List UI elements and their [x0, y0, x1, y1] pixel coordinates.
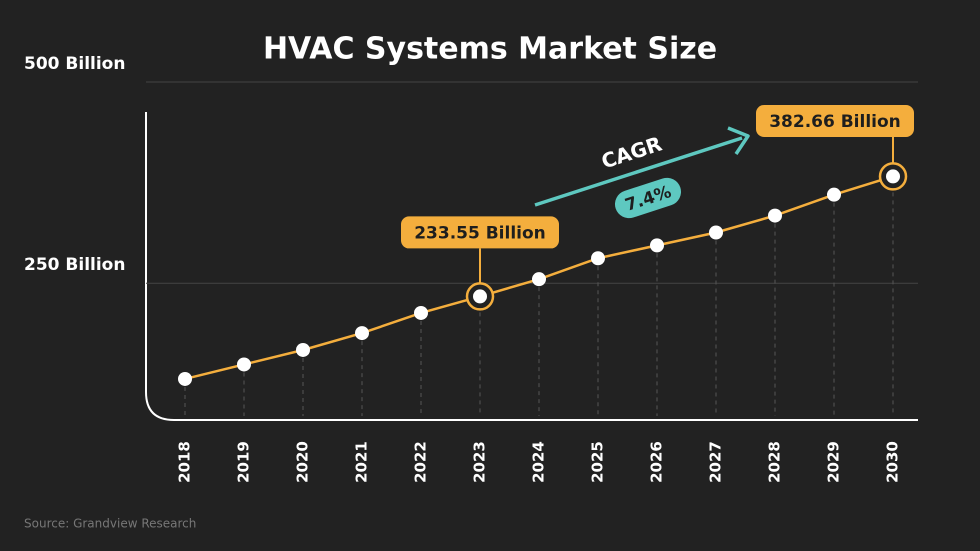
x-tick-label: 2027 [707, 441, 725, 483]
x-tick-label: 2029 [825, 441, 843, 483]
point [414, 305, 428, 320]
point [768, 208, 782, 223]
point [178, 371, 192, 386]
value-label: 233.55 Billion [414, 223, 546, 243]
y-tick-label: 500 Billion [24, 54, 125, 74]
source: Source: Grandview Research [24, 517, 196, 531]
point [650, 238, 664, 253]
point [886, 169, 900, 184]
axis [145, 112, 918, 421]
point [355, 326, 369, 341]
x-tick-label: 2023 [471, 441, 489, 483]
point [296, 342, 310, 357]
callout-box [401, 216, 559, 249]
point [532, 272, 546, 287]
x-tick-label: 2020 [294, 441, 312, 483]
point [237, 357, 251, 372]
point [709, 225, 723, 240]
x-tick-label: 2018 [176, 441, 194, 483]
y-tick-label: 250 Billion [24, 255, 125, 275]
point [591, 251, 605, 266]
point [827, 187, 841, 202]
x-tick-label: 2030 [884, 441, 902, 483]
x-tick-label: 2022 [412, 441, 430, 483]
x-tick-label: 2026 [648, 441, 666, 483]
x-tick-label: 2019 [235, 441, 253, 483]
cagr-badge-bg [614, 177, 682, 219]
chart-title: HVAC Systems Market Size [263, 32, 717, 67]
cagr-arrow-head [727, 126, 750, 155]
x-tick-label: 2025 [589, 441, 607, 483]
x-tick-label: 2024 [530, 441, 548, 483]
cagr-arrow [534, 136, 743, 207]
callout-box [756, 105, 914, 137]
point [473, 289, 487, 304]
value-label: 382.66 Billion [769, 112, 901, 132]
x-tick-label: 2021 [353, 441, 371, 483]
x-tick-label: 2028 [766, 441, 784, 483]
